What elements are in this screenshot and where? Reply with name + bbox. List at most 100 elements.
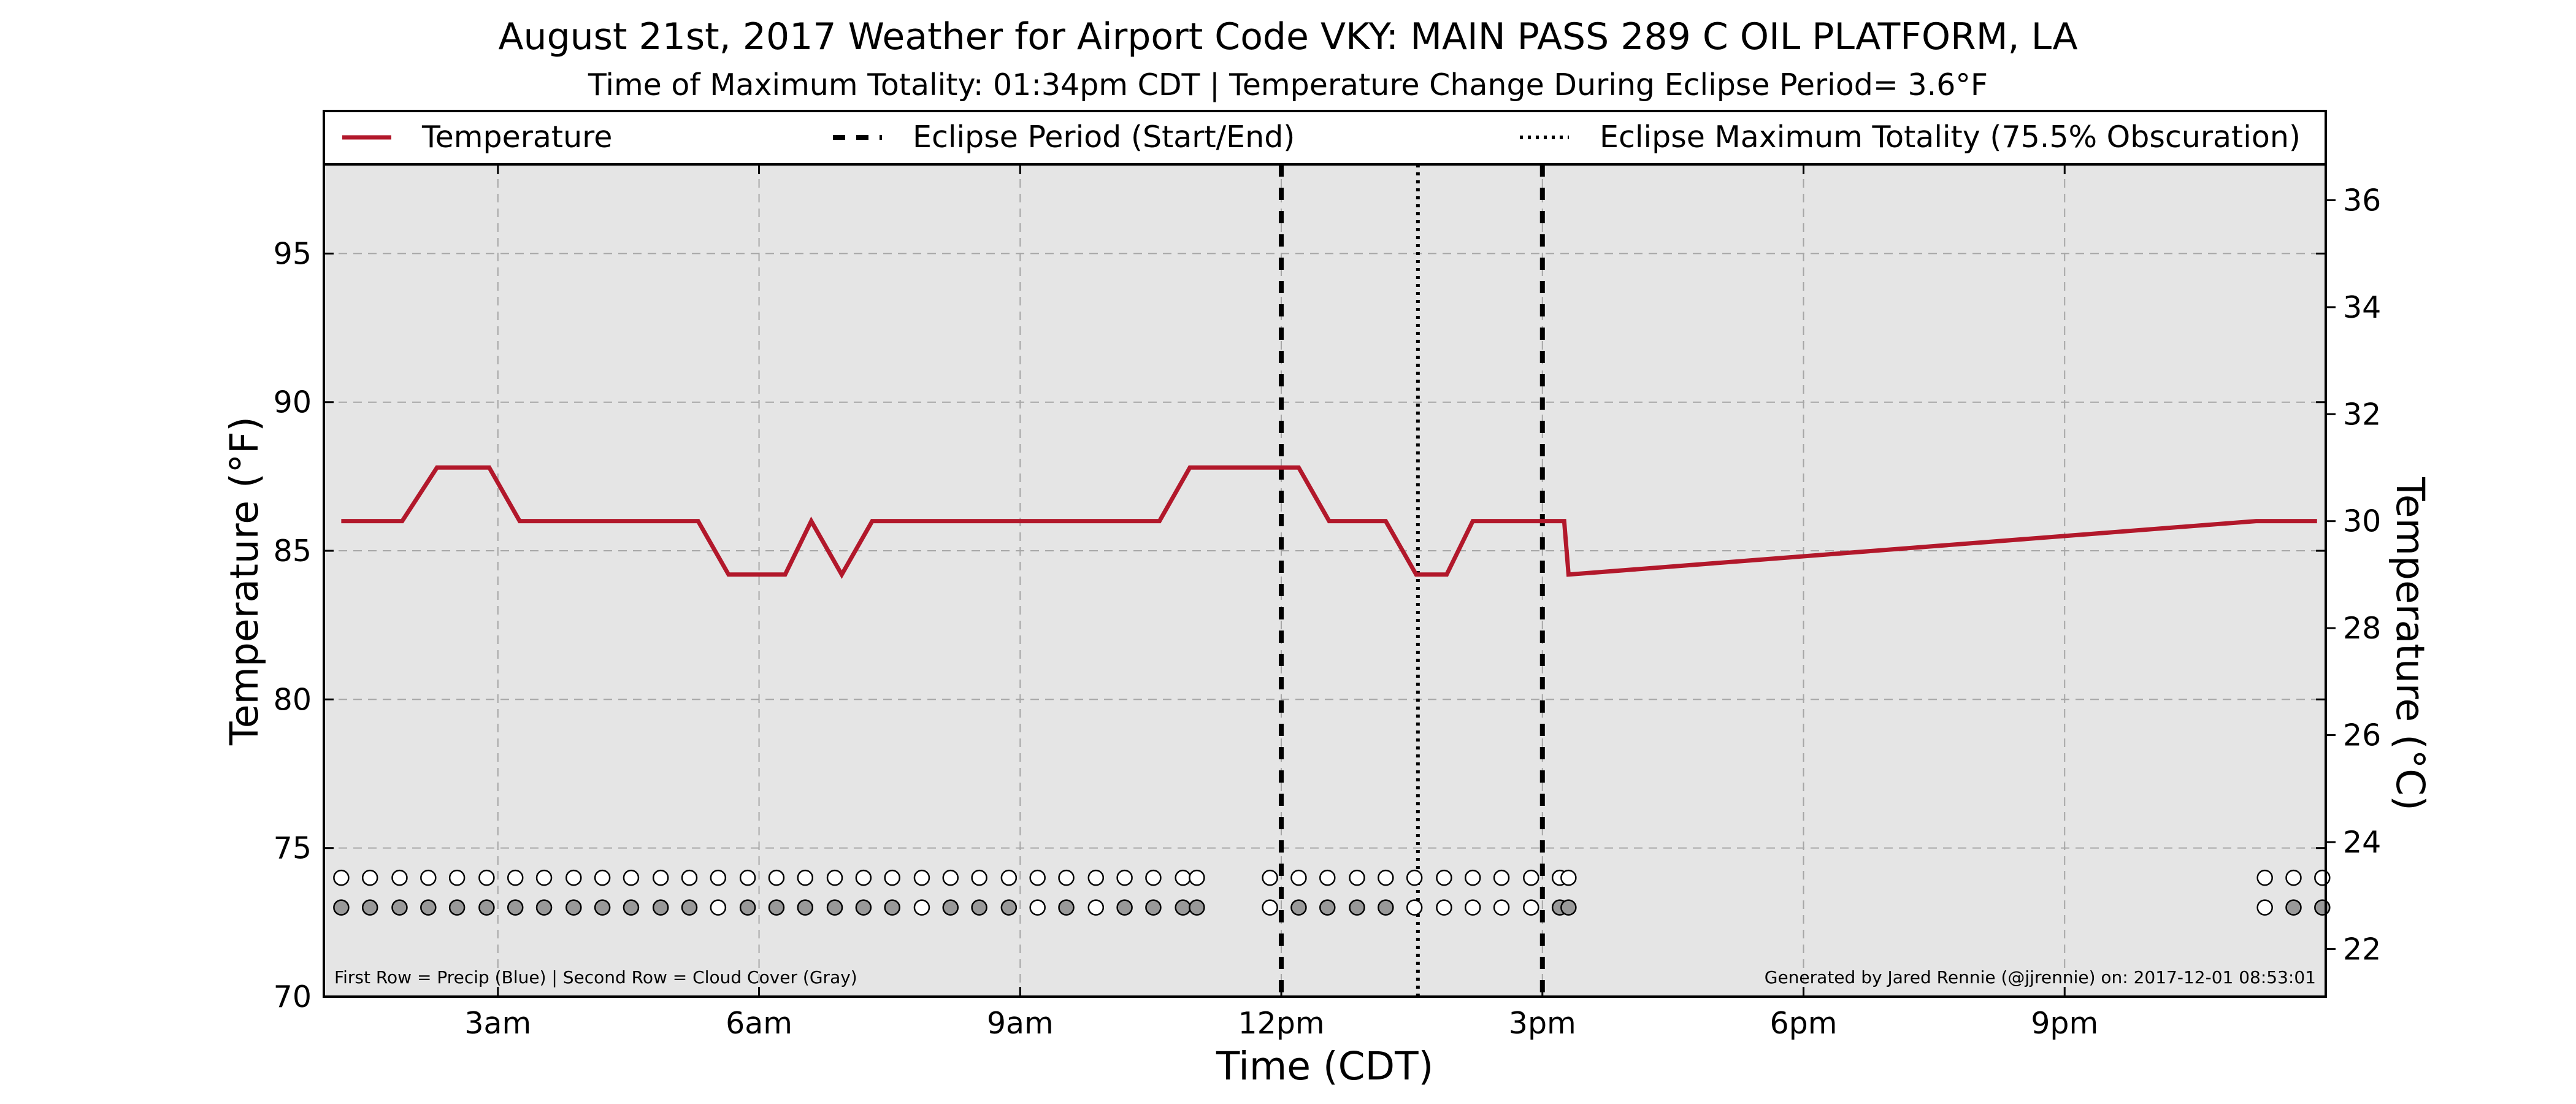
cloud-cover-marker (1319, 899, 1336, 916)
precip-marker (768, 869, 785, 886)
cloud-cover-marker (1058, 899, 1075, 916)
cloud-cover-marker (535, 899, 553, 916)
precip-marker (1436, 869, 1452, 886)
legend-label-eclipse-max: Eclipse Maximum Totality (75.5% Obscurat… (1600, 120, 2301, 155)
cloud-cover-marker (739, 899, 756, 916)
temperature-series (341, 465, 2317, 579)
cloud-cover-marker (565, 899, 582, 916)
precip-marker (1262, 869, 1278, 886)
precip-marker (739, 869, 756, 886)
y-tick-label-right: 26 (2343, 718, 2381, 753)
legend-label-temperature: Temperature (421, 120, 612, 155)
precip-marker (1349, 869, 1365, 886)
precip-marker (1378, 869, 1394, 886)
cloud-cover-marker (420, 899, 437, 916)
precip-marker (797, 869, 814, 886)
cloud-cover-marker (478, 899, 495, 916)
precip-marker (1058, 869, 1075, 886)
cloud-cover-marker (1116, 899, 1133, 916)
cloud-cover-marker (971, 899, 987, 916)
precip-marker (1175, 869, 1191, 886)
x-tick-label: 6am (726, 1006, 792, 1041)
precip-marker (1406, 869, 1423, 886)
precip-marker (420, 869, 437, 886)
cloud-cover-marker (391, 899, 408, 916)
y-tick-label-left: 95 (274, 236, 312, 271)
cloud-cover-marker (1406, 899, 1423, 916)
y-tick-label-right: 28 (2343, 611, 2381, 646)
cloud-cover-marker (1349, 899, 1365, 916)
precip-marker (884, 869, 900, 886)
precip-marker (507, 869, 524, 886)
precip-marker (2285, 869, 2302, 886)
cloud-cover-marker (1560, 899, 1577, 916)
cloud-cover-marker (1262, 899, 1278, 916)
cloud-cover-marker (1000, 899, 1018, 916)
precip-marker (681, 869, 698, 886)
precip-marker (1523, 869, 1539, 886)
x-tick-label: 3am (464, 1006, 531, 1041)
chart-title: August 21st, 2017 Weather for Airport Co… (499, 15, 2078, 58)
plot-area (324, 164, 2326, 997)
y-tick-label-right: 32 (2343, 397, 2381, 432)
x-tick-label: 9am (987, 1006, 1054, 1041)
y-tick-label-right: 24 (2343, 825, 2381, 860)
eclipse-markers (1279, 164, 1545, 997)
cloud-cover-marker (1290, 899, 1307, 916)
precip-marker (333, 869, 350, 886)
x-tick-label: 12pm (1238, 1006, 1324, 1041)
y-tick-label-right: 36 (2343, 183, 2381, 218)
precip-marker (826, 869, 843, 886)
cloud-cover-marker (1523, 899, 1539, 916)
footnote-legend-rows: First Row = Precip (Blue) | Second Row =… (334, 967, 857, 987)
cloud-cover-marker (2256, 899, 2273, 916)
grid-lines (324, 164, 2326, 997)
x-tick-label: 3pm (1509, 1006, 1576, 1041)
cloud-cover-marker (2285, 899, 2302, 916)
precip-marker (1465, 869, 1481, 886)
y-axis-label-right: Temperature (°C) (2388, 477, 2432, 811)
temperature-line (341, 465, 2317, 579)
axis-ticks: 70 75 80 85 90 95 22 24 26 28 30 32 34 36 3am 6am 9am 12p… (274, 164, 2381, 1041)
precip-marker (1319, 869, 1336, 886)
cloud-cover-marker (448, 899, 466, 916)
y-tick-label-right: 30 (2343, 504, 2381, 539)
cloud-cover-marker (884, 899, 900, 916)
cloud-cover-marker (1436, 899, 1452, 916)
precip-marker (1189, 869, 1205, 886)
plot-frame (323, 163, 2327, 998)
precip-marker (2314, 869, 2331, 886)
y-tick-label-right: 22 (2343, 932, 2381, 967)
legend-label-eclipse-period: Eclipse Period (Start/End) (913, 120, 1295, 155)
precip-marker (710, 869, 727, 886)
cloud-cover-marker (1087, 899, 1105, 916)
precip-marker (1145, 869, 1162, 886)
cloud-cover-marker (855, 899, 872, 916)
cloud-cover-marker (710, 899, 727, 916)
y-axis-label-left: Temperature (°F) (222, 416, 267, 746)
precip-marker (1087, 869, 1105, 886)
footnote-credit: Generated by Jared Rennie (@jjrennie) on… (1765, 967, 2316, 987)
precip-marker (2256, 869, 2273, 886)
y-tick-label-left: 90 (274, 385, 312, 420)
observation-markers (333, 869, 2331, 916)
precip-marker (361, 869, 378, 886)
legend: Temperature Eclipse Period (Start/End) E… (323, 110, 2327, 166)
cloud-cover-marker (1378, 899, 1394, 916)
cloud-cover-marker (826, 899, 843, 916)
precip-marker (391, 869, 408, 886)
legend-box (323, 110, 2327, 166)
precip-marker (652, 869, 669, 886)
cloud-cover-marker (623, 899, 640, 916)
cloud-cover-marker (361, 899, 378, 916)
cloud-cover-marker (507, 899, 524, 916)
precip-marker (448, 869, 466, 886)
x-tick-label: 9pm (2031, 1006, 2098, 1041)
precip-marker (478, 869, 495, 886)
precip-marker (1560, 869, 1577, 886)
cloud-cover-marker (797, 899, 814, 916)
cloud-cover-marker (942, 899, 959, 916)
cloud-cover-marker (1175, 899, 1191, 916)
cloud-cover-marker (681, 899, 698, 916)
